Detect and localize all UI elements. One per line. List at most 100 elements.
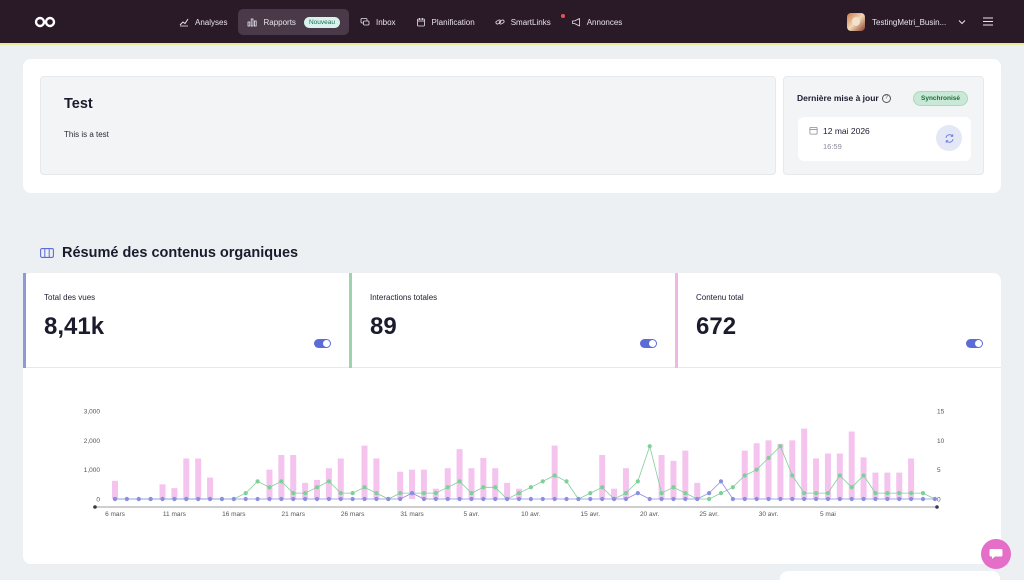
- content-point: [588, 496, 593, 502]
- logo-icon[interactable]: [34, 13, 56, 31]
- bar-views: [599, 455, 606, 499]
- series-toggle-views[interactable]: [314, 339, 331, 348]
- interactions-point: [279, 479, 284, 484]
- x-tick-label: 16 mars: [222, 511, 246, 518]
- content-point: [718, 479, 724, 484]
- nav-item-label: Inbox: [375, 17, 396, 27]
- main-nav: Analyses Rapports Nouveau Inbox Planific…: [170, 9, 631, 35]
- content-point: [707, 491, 712, 496]
- content-point: [766, 496, 771, 502]
- bar-views: [456, 449, 463, 499]
- next-card-peek: [780, 571, 1000, 580]
- content-point: [255, 496, 260, 502]
- nav-item-label: Rapports: [263, 17, 296, 27]
- report-description[interactable]: This is a test: [64, 130, 109, 139]
- content-point: [219, 496, 225, 502]
- interactions-point: [742, 473, 747, 478]
- content-point: [849, 496, 854, 502]
- chevron-down-icon: [958, 20, 966, 25]
- content-point: [314, 496, 320, 502]
- account-switcher[interactable]: TestingMetri_Busin...: [847, 13, 966, 31]
- interactions-point: [243, 491, 248, 496]
- nav-item-label: Planification: [431, 17, 475, 27]
- stat-label: Interactions totales: [370, 293, 438, 302]
- bar-views: [468, 468, 475, 499]
- nav-item-inbox[interactable]: Inbox: [351, 9, 405, 35]
- nav-item-label: SmartLinks: [510, 17, 551, 27]
- content-point: [540, 496, 545, 502]
- bar-views: [813, 458, 820, 499]
- report-info-panel[interactable]: Test This is a test: [40, 76, 776, 175]
- x-tick-label: 10 avr.: [521, 511, 541, 518]
- organic-content-chart[interactable]: 3,000 2,000 1,000 0 15 10 5 0 6 mars 11 mars 16 ma…: [23, 368, 1001, 564]
- content-point: [112, 496, 118, 502]
- chat-support-button[interactable]: [981, 539, 1011, 569]
- top-navigation-bar: Analyses Rapports Nouveau Inbox Planific…: [0, 0, 1024, 45]
- help-icon[interactable]: ?: [881, 93, 891, 103]
- chat-bubble-icon: [989, 549, 1003, 559]
- hamburger-menu-icon[interactable]: [983, 17, 993, 26]
- nav-item-analyses[interactable]: Analyses: [170, 9, 236, 35]
- nav-item-label: Annonces: [586, 17, 623, 27]
- interactions-point: [445, 485, 450, 490]
- megaphone-icon: [571, 18, 580, 27]
- content-point: [421, 496, 427, 502]
- nav-item-planification[interactable]: Planification: [407, 9, 484, 35]
- content-point: [754, 496, 759, 502]
- content-point: [683, 496, 688, 502]
- content-point: [837, 496, 842, 502]
- update-time: 16:59: [823, 142, 842, 151]
- interactions-point: [362, 485, 367, 490]
- interactions-point: [790, 473, 795, 478]
- bar-views: [765, 440, 772, 499]
- bar-views: [884, 472, 891, 499]
- series-toggle-interactions[interactable]: [640, 339, 657, 348]
- axis-end-dot: [935, 505, 939, 509]
- content-point: [243, 496, 248, 502]
- bar-views: [872, 472, 879, 499]
- content-point: [172, 496, 177, 502]
- content-point: [184, 496, 189, 502]
- stat-card-views: Total des vues 8,41k: [23, 273, 349, 368]
- y-left-tick-label: 1,000: [84, 467, 101, 474]
- interactions-point: [837, 473, 842, 478]
- content-point: [600, 496, 605, 502]
- report-title[interactable]: Test: [64, 96, 93, 112]
- bar-views: [397, 471, 404, 499]
- content-point: [623, 496, 629, 502]
- content-point: [303, 496, 308, 502]
- interactions-point: [255, 479, 260, 484]
- chart-line-icon: [179, 18, 189, 27]
- bar-views: [480, 457, 487, 499]
- bar-views: [183, 458, 190, 499]
- stat-card-content: Contenu total 672: [675, 273, 1001, 368]
- series-toggle-content[interactable]: [966, 339, 983, 348]
- content-point: [552, 496, 557, 502]
- stat-label: Total des vues: [44, 293, 96, 302]
- refresh-button[interactable]: [936, 125, 962, 151]
- y-left-tick-label: 2,000: [84, 438, 101, 445]
- y-right-tick-label: 15: [937, 409, 945, 416]
- content-point: [386, 496, 391, 502]
- interactions-point: [635, 479, 640, 484]
- interactions-point: [920, 491, 926, 496]
- content-point: [409, 491, 415, 496]
- nav-item-annonces[interactable]: Annonces: [562, 9, 632, 35]
- bar-views: [409, 469, 416, 499]
- content-point: [457, 496, 462, 502]
- axis-end-dot: [93, 505, 97, 509]
- bar-views: [195, 458, 202, 499]
- section-title: Résumé des contenus organiques: [62, 245, 299, 261]
- interactions-point: [493, 485, 498, 490]
- interactions-point: [909, 491, 914, 496]
- nav-item-label: Analyses: [195, 17, 228, 27]
- interactions-point: [873, 491, 878, 496]
- nav-item-smartlinks[interactable]: SmartLinks: [486, 9, 566, 35]
- interactions-point: [754, 467, 759, 472]
- bar-views: [504, 482, 511, 499]
- content-line: [115, 480, 935, 500]
- content-point: [778, 496, 783, 502]
- nav-item-rapports[interactable]: Rapports Nouveau: [238, 9, 349, 35]
- stat-accent-bar: [23, 273, 26, 368]
- stat-value: 8,41k: [44, 313, 105, 340]
